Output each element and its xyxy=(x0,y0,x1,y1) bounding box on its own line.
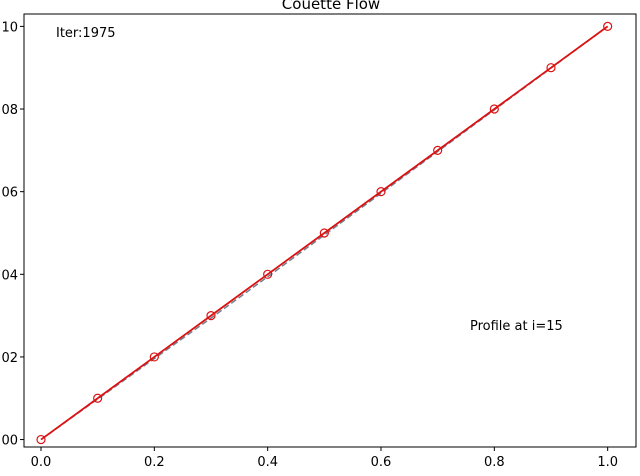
data-point xyxy=(206,311,216,321)
y-tick-label: 00 xyxy=(1,434,18,449)
y-tick-label: 08 xyxy=(1,103,18,118)
x-tick-label: 0.0 xyxy=(31,455,52,470)
data-point xyxy=(603,21,613,31)
data-point xyxy=(319,228,329,238)
plot-area: 0.0 0.2 0.4 0.6 0.8 1.0 00 02 04 06 08 10 xyxy=(1,13,637,470)
data-point xyxy=(149,352,159,362)
y-tick-label: 10 xyxy=(1,20,18,35)
solid-series-line xyxy=(40,25,609,441)
iteration-annotation: Iter:1975 xyxy=(56,26,116,41)
x-tick-label: 1.0 xyxy=(597,455,618,470)
y-tick-label: 06 xyxy=(1,186,18,201)
x-tick-label: 0.8 xyxy=(484,455,505,470)
y-tick-label: 04 xyxy=(1,268,18,283)
data-point xyxy=(36,434,46,445)
data-point xyxy=(433,145,443,155)
data-point xyxy=(376,187,386,197)
x-tick-label: 0.4 xyxy=(257,455,278,470)
data-point xyxy=(263,269,273,279)
axes-frame xyxy=(23,13,637,448)
chart-title: Couette Flow xyxy=(282,0,380,13)
profile-annotation: Profile at i=15 xyxy=(470,319,563,334)
x-tick-label: 0.6 xyxy=(371,455,392,470)
y-tick-label: 02 xyxy=(1,351,18,366)
data-point xyxy=(93,393,103,403)
data-point xyxy=(489,104,499,114)
data-point xyxy=(546,63,556,73)
x-tick-label: 0.2 xyxy=(144,455,165,470)
